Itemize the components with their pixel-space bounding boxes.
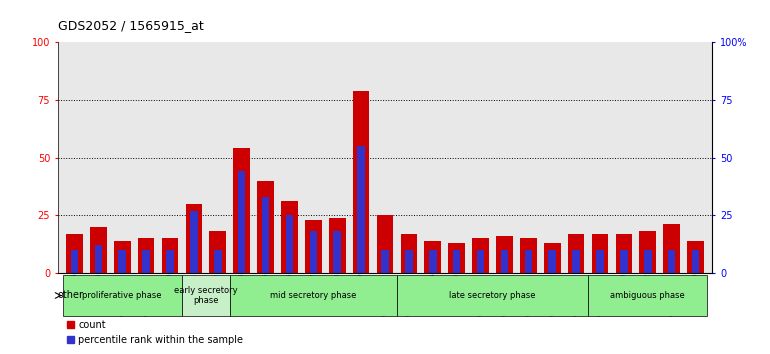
Bar xyxy=(548,250,556,273)
Bar xyxy=(229,275,397,316)
Bar xyxy=(544,243,561,273)
Bar xyxy=(620,250,628,273)
Bar xyxy=(71,250,79,273)
Bar xyxy=(520,238,537,273)
Text: mid secretory phase: mid secretory phase xyxy=(270,291,357,300)
Bar xyxy=(615,234,632,273)
Bar xyxy=(588,275,708,316)
Bar xyxy=(305,220,322,273)
Bar xyxy=(214,250,222,273)
Bar xyxy=(166,250,174,273)
Text: late secretory phase: late secretory phase xyxy=(449,291,536,300)
Bar xyxy=(644,250,651,273)
Bar xyxy=(114,241,131,273)
Bar xyxy=(453,250,460,273)
Bar xyxy=(496,236,513,273)
Text: ambiguous phase: ambiguous phase xyxy=(611,291,685,300)
Bar xyxy=(329,218,346,273)
Bar xyxy=(448,243,465,273)
Bar xyxy=(190,211,198,273)
Bar xyxy=(500,250,508,273)
Bar xyxy=(310,232,317,273)
Bar xyxy=(639,232,656,273)
Bar xyxy=(66,234,83,273)
Text: early secretory
phase: early secretory phase xyxy=(174,286,238,305)
Bar xyxy=(162,238,179,273)
Bar xyxy=(286,215,293,273)
Bar xyxy=(424,241,441,273)
Legend: count, percentile rank within the sample: count, percentile rank within the sample xyxy=(62,316,247,349)
Bar xyxy=(524,250,532,273)
Bar xyxy=(668,250,675,273)
Text: GDS2052 / 1565915_at: GDS2052 / 1565915_at xyxy=(58,19,203,32)
Bar xyxy=(257,181,274,273)
Bar xyxy=(62,275,182,316)
Bar xyxy=(281,201,298,273)
Text: other: other xyxy=(58,291,84,301)
Bar xyxy=(472,238,489,273)
Bar xyxy=(405,250,413,273)
Bar xyxy=(186,204,203,273)
Bar xyxy=(90,227,107,273)
Bar xyxy=(663,224,680,273)
Bar xyxy=(142,250,150,273)
Bar xyxy=(477,250,484,273)
Bar xyxy=(429,250,437,273)
Bar xyxy=(397,275,588,316)
Bar xyxy=(357,146,365,273)
Bar xyxy=(381,250,389,273)
Bar xyxy=(591,234,608,273)
Bar xyxy=(138,238,155,273)
Bar xyxy=(233,148,250,273)
Bar xyxy=(377,215,393,273)
Bar xyxy=(596,250,604,273)
Bar xyxy=(691,250,699,273)
Bar xyxy=(333,232,341,273)
Bar xyxy=(567,234,584,273)
Text: proliferative phase: proliferative phase xyxy=(82,291,162,300)
Bar xyxy=(262,197,270,273)
Bar xyxy=(353,91,370,273)
Bar xyxy=(400,234,417,273)
Bar xyxy=(182,275,229,316)
Bar xyxy=(687,241,704,273)
Bar xyxy=(95,245,102,273)
Bar xyxy=(238,171,246,273)
Bar xyxy=(119,250,126,273)
Bar xyxy=(209,232,226,273)
Bar xyxy=(572,250,580,273)
